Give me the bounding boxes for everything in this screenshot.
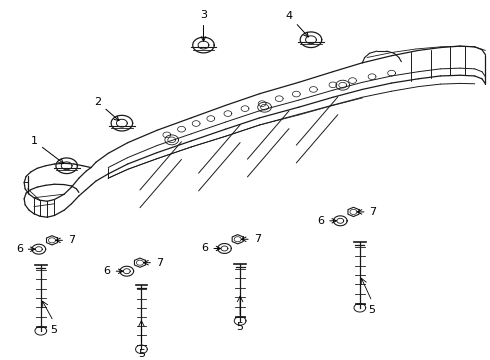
Text: 5: 5: [138, 349, 145, 359]
Text: 7: 7: [357, 207, 377, 217]
Text: 7: 7: [242, 234, 261, 244]
Text: 4: 4: [285, 10, 308, 37]
Text: 3: 3: [200, 10, 207, 41]
Text: 6: 6: [104, 266, 123, 276]
Text: 7: 7: [56, 235, 75, 245]
Text: 5: 5: [368, 305, 375, 315]
Text: 6: 6: [317, 216, 337, 226]
Text: 5: 5: [50, 325, 57, 335]
Text: 6: 6: [16, 244, 35, 254]
Text: 5: 5: [237, 321, 244, 332]
Text: 6: 6: [201, 243, 220, 253]
Text: 7: 7: [144, 258, 163, 268]
Text: 1: 1: [30, 136, 64, 163]
Text: 2: 2: [94, 97, 119, 121]
